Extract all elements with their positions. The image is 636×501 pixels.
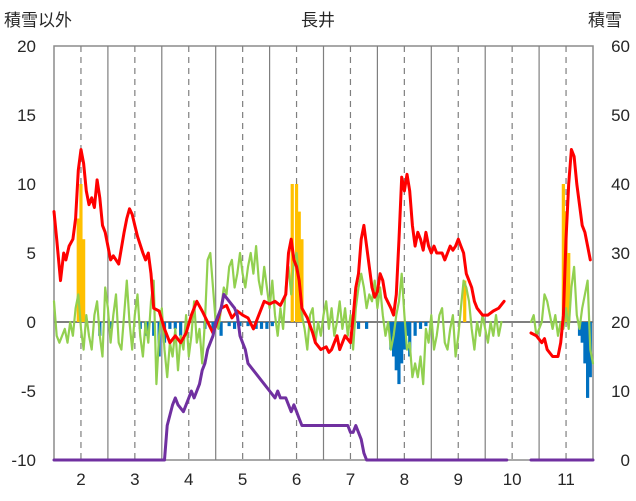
bar-blue [402, 322, 406, 350]
x-tick: 10 [503, 470, 522, 489]
bar-blue [365, 322, 369, 329]
bar-blue [389, 322, 393, 350]
bar-orange [463, 280, 467, 322]
x-tick: 6 [292, 470, 301, 489]
y-tick-right: 30 [611, 244, 630, 263]
y-tick-right: 40 [611, 175, 630, 194]
bar-blue [586, 322, 590, 398]
bar-orange [76, 218, 80, 322]
bar-blue [405, 322, 409, 336]
bar-orange [300, 239, 304, 322]
bar-orange [567, 253, 571, 322]
y-axis-title-left: 積雪以外 [4, 11, 72, 30]
bar-blue [152, 322, 156, 336]
x-tick: 5 [238, 470, 247, 489]
line-layer [52, 148, 595, 462]
bar-blue [413, 322, 417, 336]
y-tick-left: 10 [17, 175, 36, 194]
y-tick-left: 20 [17, 37, 36, 56]
bar-blue [179, 322, 183, 336]
bar-blue [211, 322, 215, 329]
bar-blue [168, 322, 172, 329]
y-tick-left: 0 [27, 313, 36, 332]
y-tick-left: 5 [27, 244, 36, 263]
x-tick: 4 [184, 470, 193, 489]
bar-blue [424, 322, 428, 327]
series-line-purple [52, 292, 509, 462]
bar-blue [356, 322, 361, 329]
y-tick-left: -5 [21, 382, 36, 401]
series-line-green [52, 245, 503, 386]
series-line-red [529, 148, 592, 358]
bar-blue [265, 322, 269, 329]
x-tick: 11 [557, 470, 575, 489]
bar-blue [397, 322, 401, 385]
bar-blue [408, 322, 412, 357]
x-tick: 3 [130, 470, 139, 489]
y-tick-left: 15 [17, 106, 36, 125]
bar-blue [583, 322, 587, 364]
x-tick: 7 [346, 470, 355, 489]
bar-orange [79, 184, 83, 322]
bar-blue [219, 322, 223, 336]
bar-blue [418, 322, 423, 329]
chart-title: 長井 [301, 11, 335, 30]
bar-blue [259, 322, 264, 329]
y-tick-right: 0 [621, 451, 630, 470]
bar-orange [561, 184, 565, 322]
y-tick-right: 50 [611, 106, 630, 125]
bar-blue [400, 322, 404, 364]
bar-orange [82, 239, 86, 322]
bar-orange [297, 211, 301, 322]
y-tick-left: -10 [11, 451, 36, 470]
y-axis-title-right: 積雪 [588, 11, 622, 30]
series-line-red [52, 148, 506, 354]
bar-blue [227, 322, 231, 327]
bar-blue [108, 322, 113, 329]
bar-blue [246, 322, 250, 327]
tick-layer: -10 -5 0 5 10 15 20 0 10 20 30 40 50 60 2 3 4 5 6 7 8 9 10 11 [11, 37, 630, 489]
x-tick: 2 [76, 470, 85, 489]
x-tick: 9 [454, 470, 463, 489]
bar-blue [270, 322, 274, 327]
bar-blue [580, 322, 584, 343]
bar-blue [173, 322, 177, 329]
bar-blue [232, 322, 237, 329]
y-tick-right: 60 [611, 37, 630, 56]
bar-blue [394, 322, 398, 371]
y-tick-right: 10 [611, 382, 630, 401]
x-tick: 8 [400, 470, 409, 489]
y-tick-right: 20 [611, 313, 630, 332]
